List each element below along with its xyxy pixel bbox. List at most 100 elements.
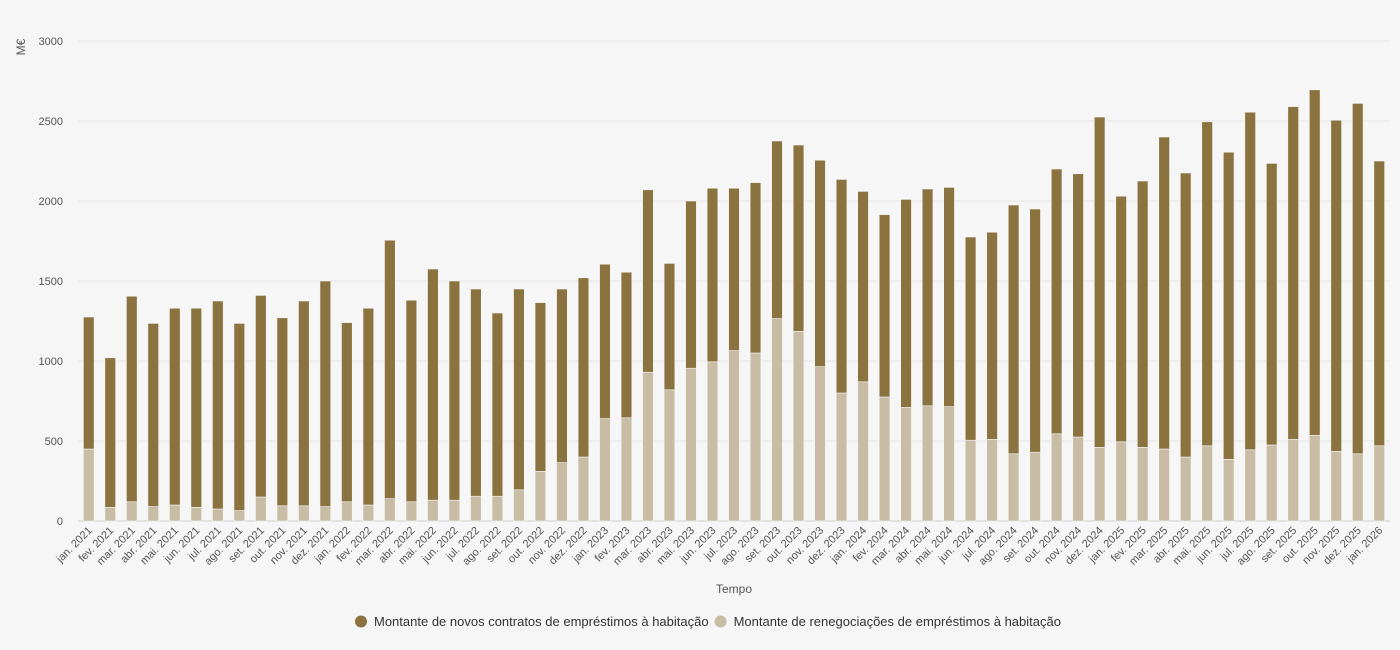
bar-novos-contratos (1158, 136, 1170, 450)
bar-novos-contratos (534, 302, 547, 472)
bar-renegociacoes (104, 507, 116, 522)
bar-renegociacoes (427, 499, 439, 522)
bar-novos-contratos (1136, 180, 1149, 448)
bar-renegociacoes (190, 507, 202, 522)
bar-novos-contratos (814, 159, 826, 367)
bar-novos-contratos (749, 182, 762, 354)
bar-novos-contratos (1050, 168, 1063, 435)
bar-novos-contratos (1029, 208, 1041, 453)
bar-renegociacoes (126, 501, 138, 522)
bar-novos-contratos (900, 199, 912, 408)
bar-novos-contratos (83, 316, 95, 450)
bar-renegociacoes (728, 350, 740, 522)
bar-novos-contratos (1352, 103, 1364, 455)
bar-novos-contratos (126, 295, 138, 503)
bar-renegociacoes (986, 439, 998, 522)
bar-novos-contratos (921, 188, 934, 407)
bar-renegociacoes (1352, 453, 1364, 522)
y-tick-label: 0 (57, 516, 63, 528)
y-tick-label: 2500 (39, 116, 63, 128)
bar-renegociacoes (792, 331, 805, 522)
legend-label: Montante de renegociações de empréstimos… (734, 614, 1061, 629)
bar-novos-contratos (255, 295, 267, 498)
bar-novos-contratos (147, 323, 159, 507)
bar-renegociacoes (212, 508, 224, 522)
bar-renegociacoes (83, 448, 95, 522)
bar-renegociacoes (255, 496, 267, 522)
bar-renegociacoes (1136, 447, 1149, 522)
bar-renegociacoes (448, 499, 461, 522)
bar-novos-contratos (943, 187, 955, 407)
bar-novos-contratos (491, 312, 504, 497)
bar-novos-contratos (341, 322, 353, 503)
bar-novos-contratos (620, 271, 633, 419)
legend-swatch (714, 615, 727, 628)
bar-renegociacoes (319, 506, 332, 522)
bar-renegociacoes (233, 510, 245, 522)
bar-novos-contratos (1179, 172, 1192, 458)
bar-novos-contratos (1115, 195, 1127, 443)
bar-renegociacoes (771, 318, 783, 522)
bar-renegociacoes (1201, 445, 1213, 522)
bar-renegociacoes (964, 439, 977, 522)
bar-renegociacoes (1244, 449, 1256, 522)
bar-novos-contratos (964, 236, 977, 441)
legend-label: Montante de novos contratos de empréstim… (374, 614, 709, 629)
bar-novos-contratos (513, 288, 525, 491)
bar-novos-contratos (362, 307, 375, 506)
bar-novos-contratos (857, 191, 869, 383)
bar-novos-contratos (878, 214, 891, 398)
bar-novos-contratos (427, 268, 439, 501)
bar-novos-contratos (1201, 121, 1213, 447)
y-tick-label: 1500 (39, 276, 63, 288)
bar-renegociacoes (577, 456, 590, 522)
bar-novos-contratos (384, 239, 396, 499)
bar-novos-contratos (104, 357, 116, 508)
y-tick-label: 500 (45, 436, 63, 448)
bar-renegociacoes (362, 504, 375, 522)
x-axis-label: Tempo (716, 582, 752, 596)
bar-renegociacoes (298, 505, 310, 522)
bar-renegociacoes (1093, 447, 1106, 522)
bar-renegociacoes (857, 381, 869, 522)
bar-renegociacoes (749, 352, 762, 522)
bar-novos-contratos (599, 263, 611, 419)
bar-novos-contratos (1223, 151, 1235, 460)
bar-novos-contratos (986, 231, 998, 440)
bar-novos-contratos (212, 300, 224, 510)
y-axis-label: M€ (14, 38, 28, 55)
bar-novos-contratos (771, 140, 783, 319)
bar-renegociacoes (384, 498, 396, 522)
y-axis-ticks: 0 500 1000 1500 2000 2500 3000 (39, 36, 63, 528)
bar-novos-contratos (1007, 204, 1020, 455)
bar-renegociacoes (1223, 459, 1235, 522)
bar-renegociacoes (534, 471, 547, 522)
bar-novos-contratos (1309, 89, 1321, 436)
bar-renegociacoes (943, 406, 955, 522)
bar-renegociacoes (1072, 436, 1084, 522)
bar-novos-contratos (728, 187, 740, 351)
bar-novos-contratos (663, 263, 676, 391)
bar-novos-contratos (448, 280, 461, 501)
bar-renegociacoes (470, 495, 482, 522)
bar-novos-contratos (190, 307, 202, 508)
bar-novos-contratos (1266, 163, 1278, 446)
bar-novos-contratos (1373, 160, 1385, 447)
bar-renegociacoes (1309, 435, 1321, 522)
bar-novos-contratos (1287, 106, 1299, 440)
y-tick-label: 3000 (39, 36, 63, 48)
bar-novos-contratos (1072, 173, 1084, 438)
bar-renegociacoes (921, 405, 934, 522)
bar-novos-contratos (298, 300, 310, 507)
bar-novos-contratos (556, 288, 568, 463)
bar-renegociacoes (1007, 453, 1020, 522)
bar-novos-contratos (1093, 116, 1106, 448)
legend-swatch (355, 615, 367, 628)
bar-renegociacoes (1179, 456, 1192, 522)
bar-renegociacoes (706, 361, 719, 522)
bar-novos-contratos (233, 323, 245, 511)
bar-renegociacoes (147, 506, 159, 522)
bars (83, 89, 1385, 522)
